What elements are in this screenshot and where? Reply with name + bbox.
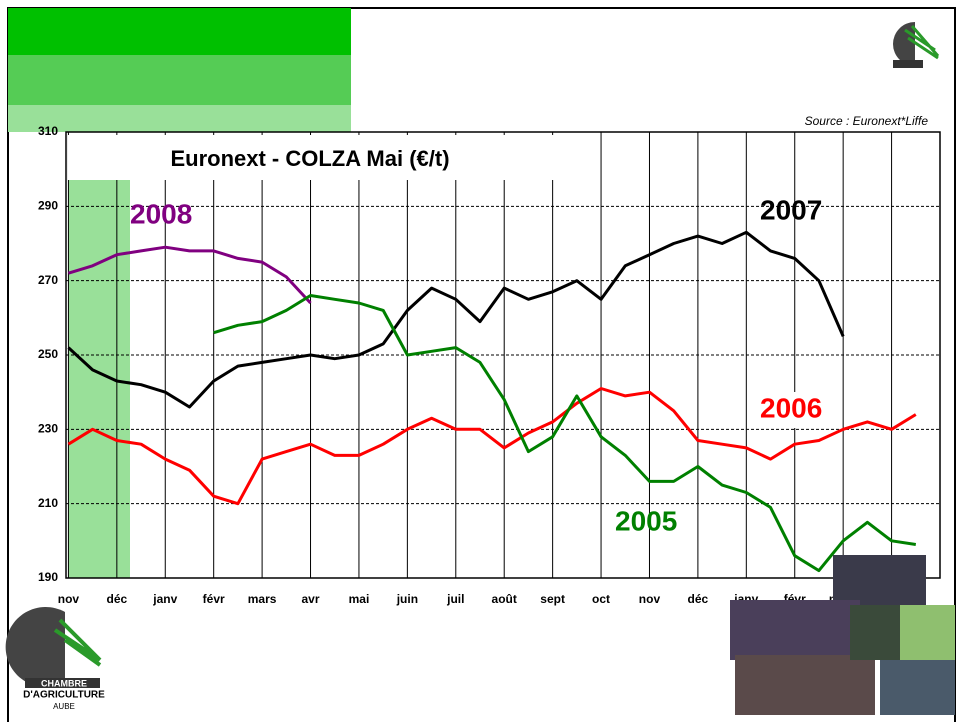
banner: [8, 8, 351, 55]
logo-text: AUBE: [53, 702, 75, 711]
y-tick-label: 190: [38, 570, 58, 584]
y-tick-label: 250: [38, 347, 58, 361]
x-tick-label: oct: [592, 592, 610, 606]
series-line: [213, 294, 917, 573]
x-tick-label: déc: [106, 592, 127, 606]
slide-border: [7, 7, 956, 722]
series-label: 2005: [615, 505, 677, 536]
y-tick-label: 230: [38, 422, 58, 436]
series-line: [67, 245, 312, 305]
x-tick-label: sept: [540, 592, 565, 606]
logo-text: D'AGRICULTURE: [23, 690, 105, 701]
x-tick-label: mai: [349, 592, 370, 606]
logo-top: [893, 22, 940, 68]
series-label: 2007: [760, 194, 822, 225]
y-tick-label: 310: [38, 124, 58, 138]
banner: [8, 105, 351, 132]
banner: [8, 55, 351, 105]
title-box: [68, 135, 555, 180]
x-tick-label: janv: [152, 592, 177, 606]
series-label: 2006: [760, 392, 822, 423]
x-tick-label: nov: [58, 592, 80, 606]
x-tick-label: févr: [203, 592, 225, 606]
source: Source : Euronext*Liffe: [805, 114, 929, 128]
series-line: [67, 387, 917, 506]
x-tick-label: nov: [639, 592, 661, 606]
photo-collage: [730, 555, 955, 715]
y-tick-label: 290: [38, 199, 58, 213]
y-tick-label: 270: [38, 273, 58, 287]
x-tick-label: mars: [248, 592, 277, 606]
x-tick-label: juil: [446, 592, 464, 606]
label-box: [752, 392, 842, 428]
series-line: [67, 230, 845, 409]
x-tick-label: déc: [688, 592, 709, 606]
shade: [68, 180, 130, 578]
x-tick-label: août: [492, 592, 517, 606]
x-tick-label: avr: [302, 592, 320, 606]
logo-text: CHAMBRE: [41, 678, 87, 688]
series-label: 2008: [130, 198, 192, 229]
chart-title: Euronext - COLZA Mai (€/t): [170, 146, 449, 171]
x-tick-label: juin: [396, 592, 418, 606]
y-tick-label: 210: [38, 496, 58, 510]
logo-bottom: [5, 607, 102, 688]
